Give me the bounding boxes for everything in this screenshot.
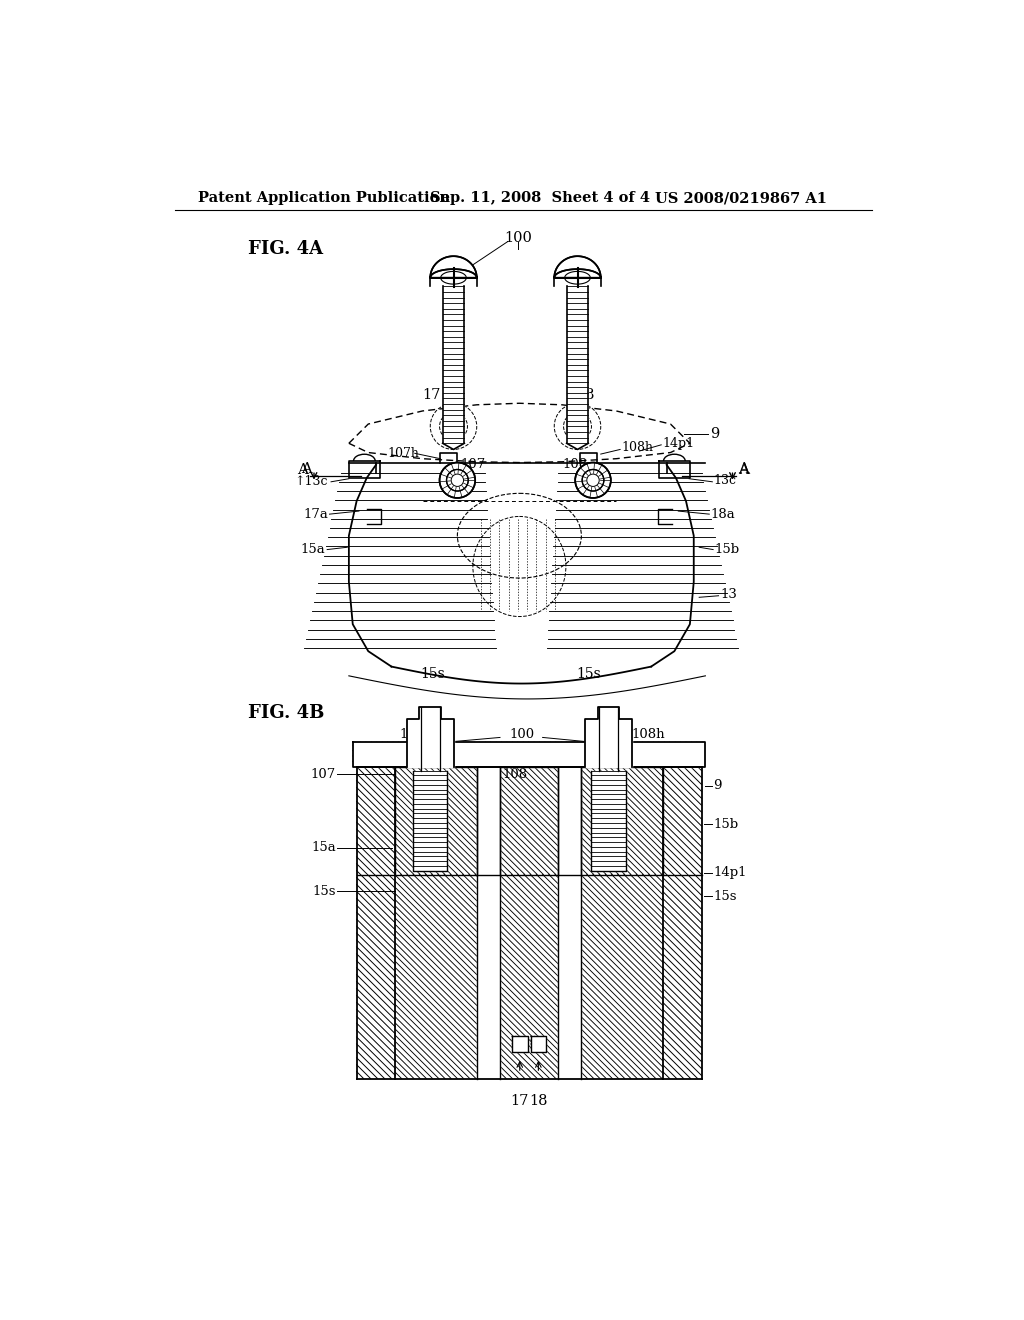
Text: 17: 17 [511, 1094, 529, 1107]
Polygon shape [586, 708, 632, 767]
Text: 18: 18 [529, 1094, 548, 1107]
Text: FIG. 4A: FIG. 4A [248, 240, 324, 259]
Text: 17: 17 [423, 388, 441, 401]
Text: 15s: 15s [420, 668, 445, 681]
Circle shape [439, 462, 475, 498]
Text: 15s: 15s [713, 890, 736, 903]
Text: 17a: 17a [303, 508, 328, 520]
Text: 108h: 108h [622, 441, 653, 454]
Polygon shape [477, 767, 500, 1078]
Polygon shape [512, 1036, 527, 1052]
Text: FIG. 4B: FIG. 4B [248, 704, 325, 722]
Text: 13c: 13c [714, 474, 737, 487]
Text: 15s: 15s [312, 884, 336, 898]
Text: A: A [738, 463, 749, 478]
Text: 107: 107 [460, 458, 485, 471]
Text: 100: 100 [504, 231, 531, 244]
Text: 107: 107 [310, 768, 336, 781]
Polygon shape [558, 767, 582, 1078]
Text: 9: 9 [710, 428, 719, 441]
Text: 108: 108 [503, 768, 528, 781]
Text: 100: 100 [509, 727, 535, 741]
Text: 107h: 107h [399, 727, 433, 741]
Polygon shape [566, 286, 589, 444]
Text: 13: 13 [720, 589, 737, 602]
Text: A: A [738, 462, 749, 477]
Text: 15a: 15a [301, 543, 326, 556]
Text: 14p1: 14p1 [663, 437, 695, 450]
Text: US 2008/0219867 A1: US 2008/0219867 A1 [655, 191, 827, 206]
Polygon shape [407, 708, 454, 767]
Text: Sep. 11, 2008  Sheet 4 of 4: Sep. 11, 2008 Sheet 4 of 4 [430, 191, 650, 206]
Text: 14p1: 14p1 [713, 866, 746, 879]
Text: 15b: 15b [713, 818, 738, 832]
Text: 18a: 18a [711, 508, 735, 520]
Text: 15b: 15b [715, 543, 739, 556]
Polygon shape [352, 742, 706, 767]
Polygon shape [414, 771, 447, 871]
Circle shape [575, 462, 611, 498]
Text: ↑13c: ↑13c [295, 475, 328, 488]
Text: Patent Application Publication: Patent Application Publication [198, 191, 450, 206]
Text: A: A [298, 463, 308, 478]
Polygon shape [554, 256, 601, 277]
Polygon shape [530, 1036, 546, 1052]
Polygon shape [442, 286, 464, 444]
Text: 108h: 108h [632, 727, 666, 741]
Text: 9: 9 [713, 779, 722, 792]
Text: 108: 108 [562, 458, 588, 471]
Text: 15a: 15a [311, 841, 336, 854]
Text: A: A [301, 462, 311, 477]
Polygon shape [430, 256, 477, 277]
Text: 15s: 15s [577, 668, 601, 681]
Text: 18: 18 [575, 388, 595, 401]
Polygon shape [592, 771, 626, 871]
Text: 107h: 107h [388, 446, 420, 459]
